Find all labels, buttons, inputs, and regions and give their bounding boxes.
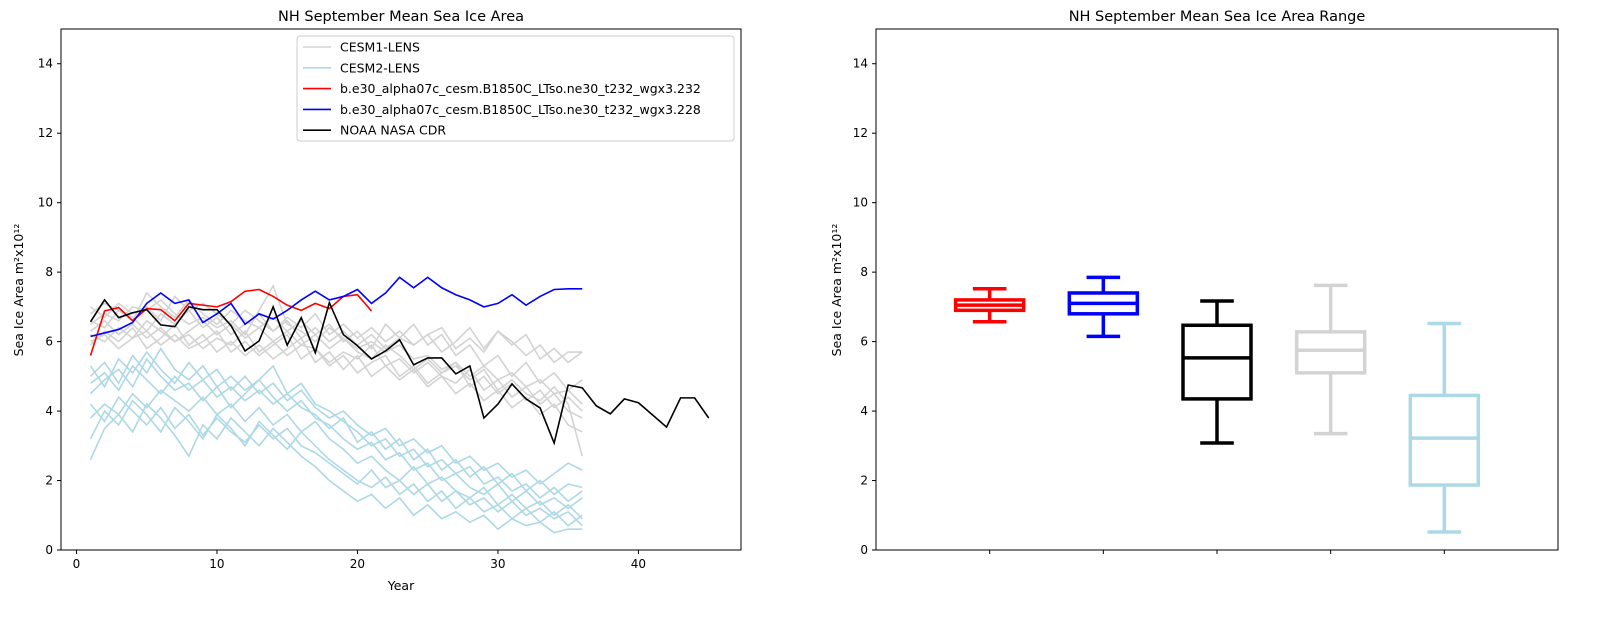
box-plot-3 <box>1294 283 1367 436</box>
ensemble-member-line-cesm2-lens <box>89 350 583 486</box>
legend-label: b.e30_alpha07c_cesm.B1850C_LTso.ne30_t23… <box>340 102 701 117</box>
ensemble-member-line-cesm2-lens <box>90 364 583 496</box>
x-tick-label: 30 <box>490 557 505 571</box>
series-line-2 <box>89 298 710 446</box>
ensemble-member-line-cesm1-lens <box>90 295 583 364</box>
ensemble-member-line-cesm2-lens <box>89 389 583 520</box>
y-tick-label: 14 <box>853 57 868 71</box>
y-tick-label: 4 <box>860 404 868 418</box>
legend: CESM1-LENS CESM2-LENS b.e30_alpha07c_cesm.… <box>296 35 735 142</box>
y-tick-label: 4 <box>45 404 53 418</box>
left-axes-frame <box>60 28 742 551</box>
ensemble-member-line-cesm2-lens <box>89 395 583 527</box>
ensemble-member-line-cesm2-lens <box>89 399 583 527</box>
y-tick-label: 0 <box>860 543 868 557</box>
y-tick-label: 2 <box>860 474 868 488</box>
box-plot-1 <box>1067 275 1140 339</box>
legend-label: NOAA NASA CDR <box>340 123 446 138</box>
y-tick-label: 12 <box>853 126 868 140</box>
x-tick-label: 40 <box>631 557 646 571</box>
right-plot: 0 2 4 6 8 10 12 14 <box>853 28 1559 557</box>
box-plot-4 <box>1408 321 1481 534</box>
series-line-1 <box>90 276 583 338</box>
y-tick-label: 6 <box>860 335 868 349</box>
y-tick-label: 2 <box>45 474 53 488</box>
iqr-box <box>1408 393 1481 487</box>
left-y-axis-label: Sea Ice Area m²x10¹² <box>11 224 26 357</box>
right-y-axis-label: Sea Ice Area m²x10¹² <box>829 224 844 357</box>
y-tick-label: 8 <box>860 265 868 279</box>
right-chart-title: NH September Mean Sea Ice Area Range <box>1069 9 1366 25</box>
iqr-box <box>1181 323 1253 401</box>
box-plot-2 <box>1181 299 1253 445</box>
legend-label: b.e30_alpha07c_cesm.B1850C_LTso.ne30_t23… <box>340 81 701 96</box>
y-tick-label: 0 <box>45 543 53 557</box>
legend-label: CESM2-LENS <box>340 60 420 75</box>
legend-box <box>296 35 735 142</box>
box-plot-0 <box>953 287 1026 324</box>
x-tick-label: 10 <box>209 557 224 571</box>
ensemble-member-line-cesm2-lens <box>89 402 583 534</box>
left-plot: 0 10 20 30 40 0 2 4 6 8 10 12 14 CESM1-LENS CESM2-LENS… <box>38 28 742 571</box>
y-tick-label: 10 <box>38 196 53 210</box>
ensemble-member-line-cesm2-lens <box>89 357 583 510</box>
y-tick-label: 8 <box>45 265 53 279</box>
left-x-axis-label: Year <box>387 578 415 593</box>
x-tick-label: 0 <box>73 557 81 571</box>
legend-label: CESM1-LENS <box>340 40 420 55</box>
y-tick-label: 10 <box>853 196 868 210</box>
y-tick-label: 14 <box>38 57 53 71</box>
ensemble-member-line-cesm1-lens <box>90 330 583 412</box>
y-tick-label: 12 <box>38 126 53 140</box>
ensemble-member-line-cesm2-lens <box>89 347 583 503</box>
y-tick-label: 6 <box>45 335 53 349</box>
x-tick-label: 20 <box>350 557 365 571</box>
iqr-box <box>1294 330 1367 375</box>
ensemble-member-line-cesm1-lens <box>90 319 584 457</box>
ensemble-member-line-cesm1-lens <box>90 309 583 392</box>
left-chart-title: NH September Mean Sea Ice Area <box>278 9 524 25</box>
